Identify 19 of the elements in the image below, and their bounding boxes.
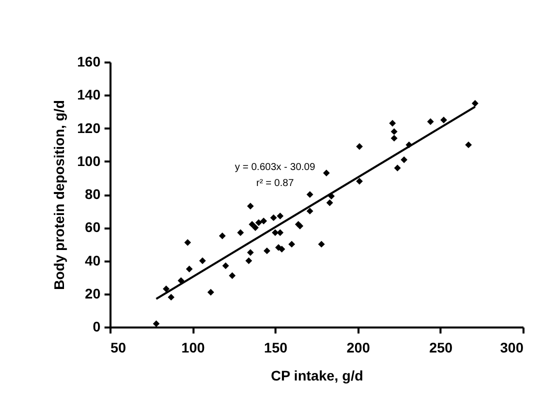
y-tick-label: 40 xyxy=(84,252,101,268)
annotation: y = 0.603x - 30.09 xyxy=(234,162,316,173)
annotation: r² = 0.87 xyxy=(256,178,294,189)
y-tick-label: 20 xyxy=(84,285,101,302)
x-axis-title: CP intake, g/d xyxy=(270,368,364,384)
y-tick-label: 120 xyxy=(77,120,101,136)
x-tick-label: 50 xyxy=(110,340,126,356)
x-tick-label: 250 xyxy=(429,340,453,356)
y-tick-label: 60 xyxy=(84,219,101,236)
y-tick-label: 100 xyxy=(77,152,101,169)
y-tick-label: 160 xyxy=(77,54,101,70)
x-tick-label: 300 xyxy=(500,340,524,356)
y-tick-label: 80 xyxy=(84,186,101,202)
x-tick-label: 150 xyxy=(264,340,288,356)
x-tick-label: 200 xyxy=(346,340,370,356)
y-tick-label: 0 xyxy=(92,318,101,334)
y-tick-label: 140 xyxy=(77,86,101,103)
x-tick-label: 100 xyxy=(181,340,205,356)
y-axis-title: Body protein deposition, g/d xyxy=(51,100,68,290)
